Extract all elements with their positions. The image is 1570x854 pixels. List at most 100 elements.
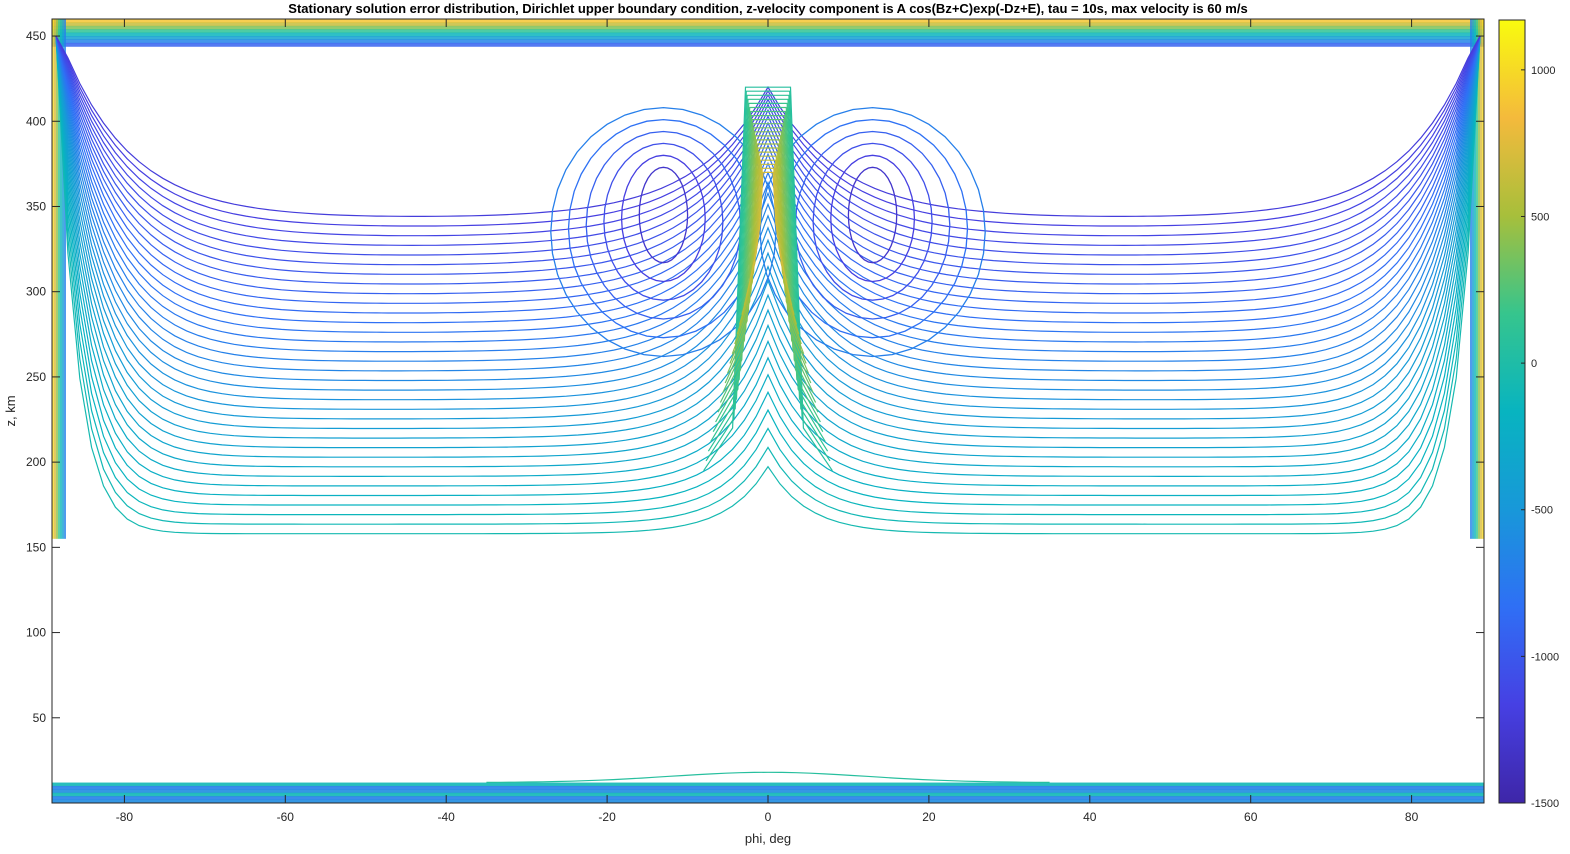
- contour-line: [55, 35, 1481, 324]
- x-axis-label: phi, deg: [745, 831, 791, 846]
- lower-band-strip: [52, 792, 1484, 797]
- contour-line: [55, 35, 1481, 391]
- colorbar-tick-label: 500: [1531, 211, 1549, 223]
- y-tick-label: 50: [33, 711, 47, 725]
- contour-line: [55, 35, 1481, 439]
- y-tick-label: 150: [26, 540, 46, 554]
- lobe-contour: [550, 106, 777, 358]
- y-tick-label: 450: [26, 29, 46, 43]
- x-tick-label: 0: [765, 810, 772, 824]
- upper-band-strip: [52, 25, 1484, 30]
- side-wall-strip: [1470, 19, 1472, 539]
- lobe-contour: [585, 130, 742, 320]
- x-tick-label: -40: [438, 810, 456, 824]
- contour-line: [55, 35, 1481, 353]
- y-tick-label: 300: [26, 285, 46, 299]
- contour-line: [55, 35, 1481, 430]
- y-tick-label: 400: [26, 114, 46, 128]
- x-tick-label: 20: [922, 810, 936, 824]
- x-tick-label: -20: [598, 810, 616, 824]
- y-tick-label: 350: [26, 199, 46, 213]
- side-wall-strip: [54, 19, 56, 539]
- contour-line: [55, 35, 1481, 420]
- contour-line: [55, 35, 1481, 372]
- tongue-contour: [707, 94, 829, 452]
- side-wall-strip: [62, 19, 64, 539]
- contour-line: [55, 35, 1481, 458]
- y-tick-label: 250: [26, 370, 46, 384]
- tongue-contour: [734, 139, 802, 345]
- upper-band-strip: [52, 29, 1484, 34]
- tongue-contour: [724, 123, 812, 384]
- contour-line: [55, 35, 1481, 362]
- y-tick-label: 100: [26, 626, 46, 640]
- lobe-contour: [567, 118, 759, 339]
- side-wall-strip: [1478, 19, 1480, 539]
- lobe-contour: [847, 166, 898, 264]
- colorbar-tick-label: -1000: [1531, 651, 1559, 663]
- colorbar-tick-label: 0: [1531, 358, 1537, 370]
- side-wall-strip: [1482, 19, 1484, 539]
- upper-band-strip: [52, 32, 1484, 37]
- tongue-contour: [753, 171, 783, 267]
- side-wall-strip: [64, 19, 66, 539]
- tongue-contour: [719, 115, 817, 403]
- contour-line: [55, 35, 1481, 314]
- x-tick-label: 40: [1083, 810, 1097, 824]
- lobe-contour: [830, 154, 916, 283]
- side-wall-strip: [58, 19, 60, 539]
- contour-line: [55, 35, 1481, 497]
- contour-line: [55, 35, 1481, 535]
- lower-band-strip: [52, 785, 1484, 790]
- lobe-contour: [638, 166, 689, 264]
- contour-line: [55, 35, 1481, 295]
- tongue-contour: [738, 147, 798, 325]
- contour-line: [55, 35, 1481, 333]
- side-wall-strip: [1472, 19, 1474, 539]
- tongue-contour: [736, 143, 800, 335]
- tongue-contour: [705, 90, 831, 462]
- contour-line: [55, 35, 1481, 410]
- tongue-contour: [726, 127, 810, 374]
- upper-band-strip: [52, 42, 1484, 47]
- contour-line: [55, 35, 1481, 256]
- contour-line: [55, 35, 1481, 477]
- colorbar-tick-label: -1500: [1531, 798, 1559, 810]
- x-tick-label: -60: [277, 810, 295, 824]
- side-wall-strip: [1480, 19, 1482, 539]
- lower-contour: [486, 771, 1050, 783]
- colorbar-gradient: [1498, 19, 1526, 804]
- contour-line: [55, 35, 1481, 401]
- contour-line: [55, 35, 1481, 285]
- upper-band-strip: [52, 36, 1484, 40]
- lobe-contour: [620, 154, 706, 283]
- x-tick-label: -80: [116, 810, 134, 824]
- y-axis-label: z, km: [3, 395, 18, 426]
- contour-line: [55, 35, 1481, 487]
- side-wall-strip: [1474, 19, 1476, 539]
- x-tick-label: 80: [1405, 810, 1419, 824]
- tongue-contour: [741, 151, 795, 315]
- side-wall-strip: [1476, 19, 1478, 539]
- contour-line: [55, 35, 1481, 516]
- contour-line: [55, 35, 1481, 449]
- x-tick-label: 60: [1244, 810, 1258, 824]
- lower-band-strip: [52, 782, 1484, 787]
- side-wall-strip: [52, 19, 54, 539]
- contour-lines: [55, 35, 1481, 783]
- tongue-contour: [710, 98, 826, 442]
- colorbar-tick-label: 1000: [1531, 65, 1555, 77]
- side-wall-strip: [60, 19, 62, 539]
- contour-line: [55, 35, 1481, 525]
- y-tick-label: 200: [26, 455, 46, 469]
- tongue-contour: [712, 102, 824, 433]
- tongue-contour: [729, 131, 807, 364]
- lower-band-strip: [52, 789, 1484, 794]
- chart-title: Stationary solution error distribution, …: [288, 1, 1247, 16]
- upper-band-strip: [52, 39, 1484, 44]
- axes: -80 -60 -40 -20 0 20 40 60 80 50 100 150 200 250 300 35…: [26, 19, 1484, 824]
- lobe-contour: [603, 142, 724, 301]
- contour-line: [55, 35, 1481, 266]
- colorbar-tick-label: -500: [1531, 505, 1553, 517]
